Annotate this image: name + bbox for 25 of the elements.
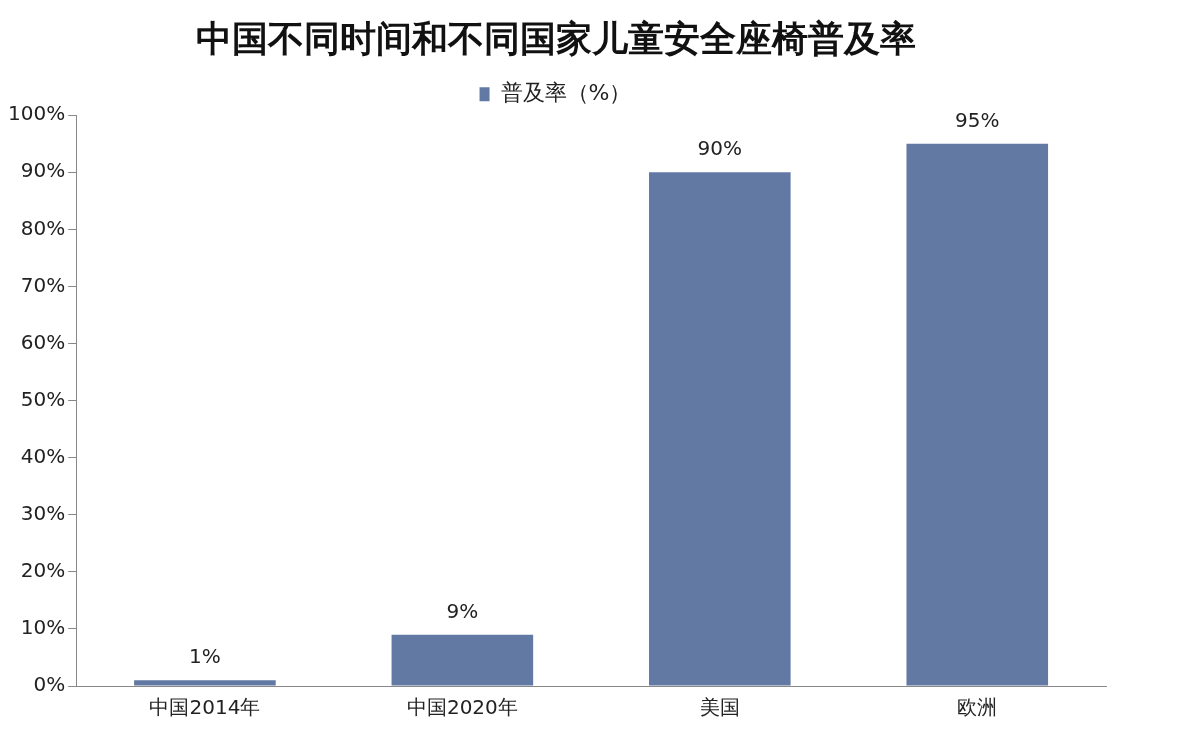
y-tick-label: 70% [20,272,66,297]
bar [906,143,1049,686]
data-label: 90% [697,136,743,161]
y-tick-label: 50% [20,386,66,411]
bar [134,680,276,686]
data-label: 1% [189,644,221,669]
y-tick-label: 30% [20,500,66,525]
y-tick-label: 80% [20,215,66,240]
y-tick-label: 10% [20,615,66,640]
y-tick-label: 100% [7,101,66,126]
y-tick-label: 40% [20,443,66,468]
bar [649,172,791,686]
x-tick-label: 中国2020年 [406,695,518,720]
y-tick-label: 90% [20,158,66,183]
data-label: 9% [446,598,479,623]
y-tick-label: 20% [20,558,66,583]
y-tick-label: 0% [33,672,66,697]
y-tick-label: 60% [20,329,66,354]
x-tick-label: 美国 [699,695,740,720]
data-label: 95% [955,107,1000,132]
x-tick-label: 中国2014年 [149,695,261,720]
legend-label: 普及率（%） [500,79,632,105]
chart-title: 中国不同时间和不同国家儿童安全座椅普及率 [195,16,916,59]
x-tick-label: 欧洲 [957,695,998,720]
bar [391,634,534,686]
